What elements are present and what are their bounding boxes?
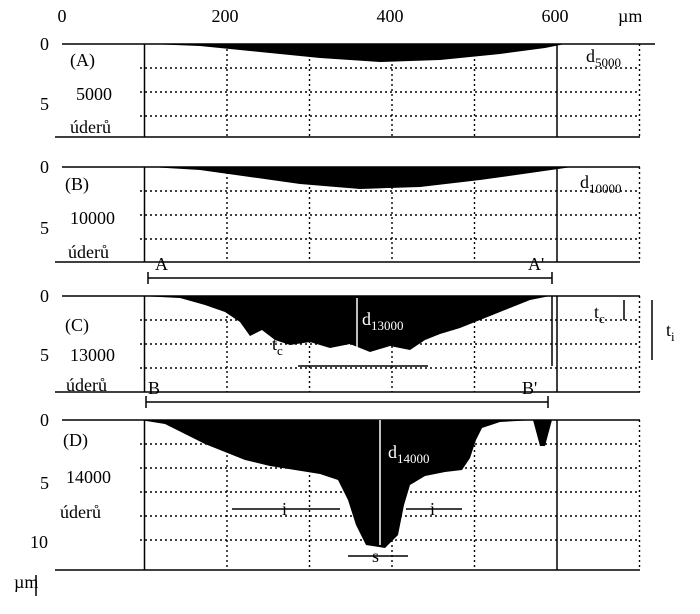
strokes: 14000	[66, 467, 111, 487]
strokes: 5000	[76, 84, 112, 104]
depth-unit: µm	[14, 572, 38, 592]
depth-tick: 5	[40, 218, 49, 238]
depth-tick: 0	[40, 157, 49, 177]
x-tick-label: 200	[212, 6, 239, 26]
tc-label: tc	[594, 302, 605, 326]
bracket-label: A'	[528, 254, 544, 274]
depth-tick: 5	[40, 94, 49, 114]
depth-tick: 5	[40, 473, 49, 493]
panel-label: (D)	[63, 430, 88, 451]
bracket-label: B'	[522, 378, 537, 398]
x-tick-label: 0	[58, 6, 67, 26]
profile-b	[150, 167, 572, 189]
x-tick-label: 600	[542, 6, 569, 26]
unit-word: úderů	[68, 242, 109, 262]
unit-word: úderů	[70, 117, 111, 137]
panel-label: (C)	[65, 315, 89, 336]
s-label: s	[372, 546, 379, 566]
ti-label: ti	[666, 320, 675, 344]
bracket-label: B	[148, 378, 160, 398]
depth-tick: 0	[40, 286, 49, 306]
depth-label: d13000	[362, 309, 404, 333]
bracket-label: A	[155, 254, 168, 274]
strokes: 10000	[70, 208, 115, 228]
panel-label: (A)	[70, 50, 95, 71]
depth-label: d5000	[586, 46, 621, 70]
x-tick-label: 400	[377, 6, 404, 26]
unit-word: úderů	[60, 502, 101, 522]
depth-tick: 0	[40, 410, 49, 430]
depth-label: d14000	[388, 442, 430, 466]
strokes: 13000	[70, 345, 115, 365]
profile-d	[140, 420, 535, 548]
i-label: i	[282, 499, 287, 519]
panel-label: (B)	[65, 174, 89, 195]
depth-tick: 10	[30, 532, 48, 552]
depth-label: d10000	[580, 172, 622, 196]
unit-word: úderů	[66, 375, 107, 395]
depth-tick: 5	[40, 345, 49, 365]
i-label: i	[430, 499, 435, 519]
x-unit: µm	[618, 6, 642, 26]
tc-label: tc	[272, 334, 283, 358]
profile-c	[140, 296, 550, 352]
profile-a	[150, 44, 565, 62]
profile-d-dip	[533, 420, 552, 446]
depth-tick: 0	[40, 34, 49, 54]
